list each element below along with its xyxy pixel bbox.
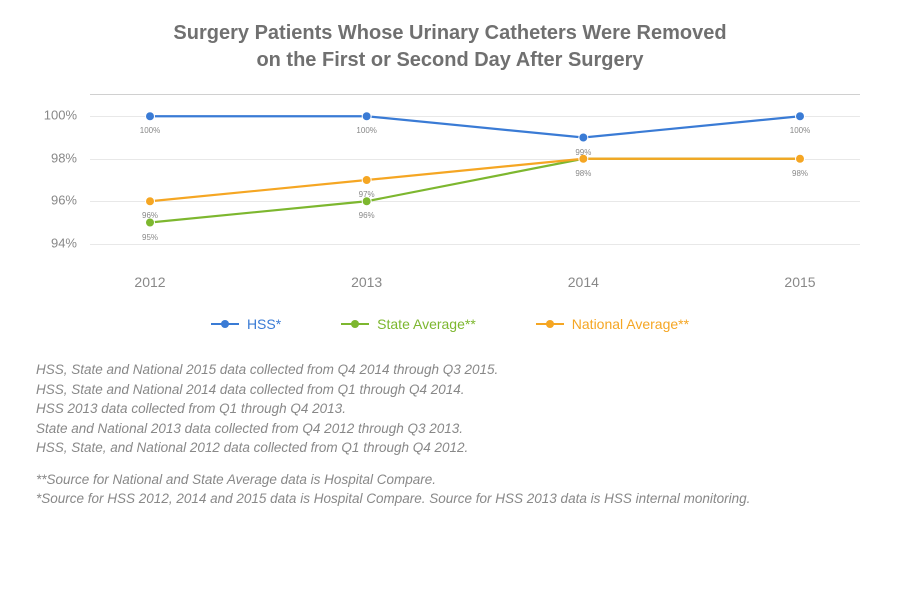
legend: HSS* State Average** National Average** xyxy=(30,312,870,332)
legend-marker xyxy=(221,320,229,328)
legend-item: National Average** xyxy=(536,316,689,332)
point-label: 98% xyxy=(792,169,808,178)
y-tick-label: 96% xyxy=(51,193,77,208)
footnotes: HSS, State and National 2015 data collec… xyxy=(30,360,870,509)
footnote-gap xyxy=(36,458,870,470)
x-tick-label: 2015 xyxy=(784,274,815,290)
y-axis: 94% 96% 98% 100% xyxy=(30,94,85,294)
series-point-hss xyxy=(796,112,805,121)
legend-swatch xyxy=(536,323,564,325)
y-tick-label: 98% xyxy=(51,150,77,165)
legend-marker xyxy=(546,320,554,328)
y-tick-label: 100% xyxy=(44,108,77,123)
series-point-hss xyxy=(362,112,371,121)
legend-marker xyxy=(351,320,359,328)
point-label: 98% xyxy=(575,169,591,178)
footnote-line: *Source for HSS 2012, 2014 and 2015 data… xyxy=(36,489,870,509)
footnote-line: State and National 2013 data collected f… xyxy=(36,419,870,439)
footnote-line: HSS, State and National 2014 data collec… xyxy=(36,380,870,400)
legend-label: State Average** xyxy=(377,316,476,332)
x-tick-label: 2014 xyxy=(568,274,599,290)
series-point-national xyxy=(796,154,805,163)
x-tick-label: 2013 xyxy=(351,274,382,290)
legend-label: National Average** xyxy=(572,316,689,332)
series-line-hss xyxy=(150,116,800,137)
footnote-line: **Source for National and State Average … xyxy=(36,470,870,490)
title-line-1: Surgery Patients Whose Urinary Catheters… xyxy=(173,22,726,44)
legend-label: HSS* xyxy=(247,316,281,332)
chart-title: Surgery Patients Whose Urinary Catheters… xyxy=(30,20,870,74)
legend-swatch xyxy=(211,323,239,325)
y-tick-label: 94% xyxy=(51,235,77,250)
legend-swatch xyxy=(341,323,369,325)
point-label: 96% xyxy=(359,211,375,220)
chart-svg xyxy=(90,95,860,264)
x-axis: 2012 2013 2014 2015 xyxy=(90,268,860,294)
legend-item: HSS* xyxy=(211,316,281,332)
series-point-national xyxy=(362,176,371,185)
footnote-line: HSS, State and National 2015 data collec… xyxy=(36,360,870,380)
point-label: 97% xyxy=(359,190,375,199)
point-label: 95% xyxy=(142,233,158,242)
point-label: 100% xyxy=(790,126,810,135)
series-point-hss xyxy=(579,133,588,142)
chart-card: Surgery Patients Whose Urinary Catheters… xyxy=(0,0,900,600)
point-label: 99% xyxy=(575,148,591,157)
series-point-national xyxy=(146,197,155,206)
plot-area: 100% 100% 99% 100% 95% 96% 98% 98% 96% 97% xyxy=(90,94,860,264)
title-line-2: on the First or Second Day After Surgery xyxy=(256,49,643,71)
chart-area: 94% 96% 98% 100% 100% 100% 99% 100% 95% 96% 98% 98… xyxy=(30,94,870,294)
point-label: 96% xyxy=(142,211,158,220)
point-label: 100% xyxy=(356,126,376,135)
footnote-line: HSS 2013 data collected from Q1 through … xyxy=(36,399,870,419)
x-tick-label: 2012 xyxy=(134,274,165,290)
footnote-line: HSS, State, and National 2012 data colle… xyxy=(36,438,870,458)
series-point-hss xyxy=(146,112,155,121)
point-label: 100% xyxy=(140,126,160,135)
legend-item: State Average** xyxy=(341,316,476,332)
